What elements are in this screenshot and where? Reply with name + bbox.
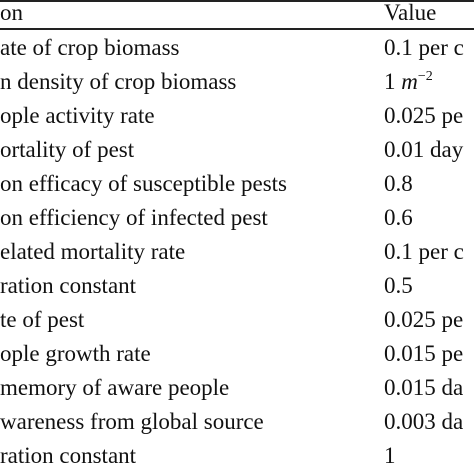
- value-variable: m: [401, 69, 418, 94]
- table-row-value: 1: [384, 443, 396, 468]
- table-row-description: ration constant: [0, 273, 137, 298]
- table-row-value: 0.025 pe: [384, 103, 464, 128]
- table-row-description: on efficacy of susceptible pests: [0, 171, 287, 196]
- table-row-description: ortality of pest: [0, 137, 135, 162]
- table-row-value: 0.003 da: [384, 409, 464, 434]
- table-row-value: 0.5: [384, 273, 413, 298]
- header-description: on: [0, 0, 23, 25]
- table-row-description: ration constant: [0, 443, 137, 468]
- table-row-description: ople activity rate: [0, 103, 155, 128]
- table-row-description: memory of aware people: [0, 375, 230, 400]
- table-row-description: ate of crop biomass: [0, 35, 180, 60]
- table-row-value: 0.1 per c: [384, 239, 464, 264]
- value-prefix: 1: [384, 69, 402, 94]
- table-row-value: 0.8: [384, 171, 413, 196]
- table-row-value: 0.015 pe: [384, 341, 464, 366]
- table-row-value: 0.01 day: [384, 137, 464, 162]
- table-row-value: 0.015 da: [384, 375, 464, 400]
- table-row-description: ople growth rate: [0, 341, 151, 366]
- header-value: Value: [384, 0, 437, 25]
- table-row-value: 1 m−2: [384, 69, 433, 94]
- table-row-description: n density of crop biomass: [0, 69, 237, 94]
- table-row-value: 0.025 pe: [384, 307, 464, 332]
- table-row-value: 0.6: [384, 205, 413, 230]
- value-exponent: −2: [417, 69, 433, 84]
- table-row-description: on efficiency of infected pest: [0, 205, 268, 230]
- table-row-description: te of pest: [0, 307, 85, 332]
- table-row-value: 0.1 per c: [384, 35, 464, 60]
- table-row-description: wareness from global source: [0, 409, 264, 434]
- header-top-rule: [0, 0, 474, 2]
- header-bottom-rule: [0, 28, 474, 30]
- table-row-description: elated mortality rate: [0, 239, 186, 264]
